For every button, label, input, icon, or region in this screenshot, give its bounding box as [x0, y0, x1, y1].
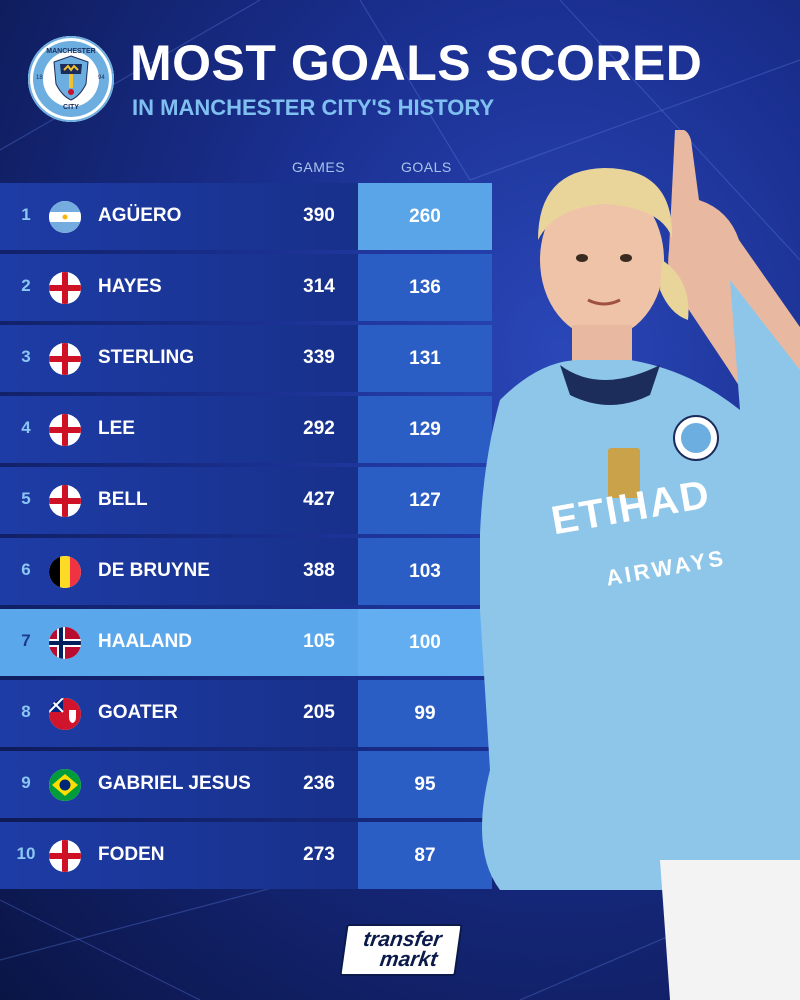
row-games: 390	[303, 205, 335, 226]
row-goals: 136	[358, 254, 492, 321]
row-goals: 95	[358, 751, 492, 818]
row-player-name: BELL	[98, 489, 148, 510]
row-goals: 260	[358, 183, 492, 250]
table-row: 10 FODEN 273 87	[0, 822, 492, 889]
row-games: 236	[303, 773, 335, 794]
row-goals: 127	[358, 467, 492, 534]
row-rank: 3	[21, 347, 31, 366]
row-player-name: AGÜERO	[98, 205, 182, 226]
row-games: 205	[303, 702, 335, 723]
row-games: 314	[303, 276, 335, 297]
row-rank: 5	[21, 489, 31, 508]
table-row: 9 GABRIEL JESUS 236 95	[0, 751, 492, 818]
bermuda-flag-icon	[49, 698, 81, 730]
row-games: 273	[303, 844, 335, 865]
row-games: 292	[303, 418, 335, 439]
transfermarkt-logo: transfer markt	[339, 924, 463, 976]
table-row: 6 DE BRUYNE 388 103	[0, 538, 492, 605]
player-photo	[480, 130, 800, 1000]
row-rank: 2	[21, 276, 31, 295]
row-rank: 4	[21, 418, 31, 437]
table-row: 1 AGÜERO 390 260	[0, 183, 492, 250]
row-player-name: HAYES	[98, 276, 162, 297]
row-rank: 10	[16, 844, 36, 863]
row-rank: 7	[21, 631, 31, 650]
england-flag-icon	[49, 414, 81, 446]
crest-top-text: MANCHESTER	[46, 48, 96, 55]
row-player-name: LEE	[98, 418, 135, 439]
row-goals: 129	[358, 396, 492, 463]
row-player-name: FODEN	[98, 844, 165, 865]
brazil-flag-icon	[49, 769, 81, 801]
england-flag-icon	[49, 272, 81, 304]
row-goals: 87	[358, 822, 492, 889]
table-row: 3 STERLING 339 131	[0, 325, 492, 392]
table-row: 5 BELL 427 127	[0, 467, 492, 534]
row-player-name: DE BRUYNE	[98, 560, 210, 581]
england-flag-icon	[49, 485, 81, 517]
england-flag-icon	[49, 343, 81, 375]
row-games: 427	[303, 489, 335, 510]
logo-line-1: transfer	[361, 928, 444, 951]
column-header-goals: GOALS	[401, 159, 452, 175]
crest-year-left: 18	[36, 75, 43, 81]
page-title: MOST GOALS SCORED	[130, 35, 703, 91]
argentina-flag-icon	[49, 201, 81, 233]
row-player-name: HAALAND	[98, 631, 192, 652]
england-flag-icon	[49, 840, 81, 872]
row-goals: 99	[358, 680, 492, 747]
page-subtitle: IN MANCHESTER CITY'S HISTORY	[132, 95, 495, 120]
row-rank: 9	[21, 773, 31, 792]
row-player-name: GOATER	[98, 702, 178, 723]
row-games: 388	[303, 560, 335, 581]
crest-bottom-text: CITY	[63, 104, 79, 111]
row-games: 105	[303, 631, 335, 652]
row-goals: 131	[358, 325, 492, 392]
table-row: 2 HAYES 314 136	[0, 254, 492, 321]
table-row: 8 GOATER 205 99	[0, 680, 492, 747]
table-row: 4 LEE 292 129	[0, 396, 492, 463]
row-rank: 8	[21, 702, 31, 721]
column-header-games: GAMES	[292, 159, 346, 175]
row-rank: 6	[21, 560, 31, 579]
norway-flag-icon	[49, 627, 81, 659]
table-row-highlighted: 7 HAALAND 105 100	[0, 609, 492, 676]
logo-line-2: markt	[378, 948, 439, 971]
row-games: 339	[303, 347, 335, 368]
row-player-name: STERLING	[98, 347, 195, 368]
row-goals: 103	[358, 538, 492, 605]
crest-year-right: 94	[98, 75, 105, 81]
row-goals: 100	[358, 609, 492, 676]
row-rank: 1	[21, 205, 31, 224]
belgium-flag-icon	[49, 556, 81, 588]
row-player-name: GABRIEL JESUS	[98, 773, 251, 794]
scorers-table: 1 AGÜERO 390 260 2 HAYES 314 136 3 STERL…	[0, 183, 492, 893]
man-city-crest	[28, 36, 114, 122]
